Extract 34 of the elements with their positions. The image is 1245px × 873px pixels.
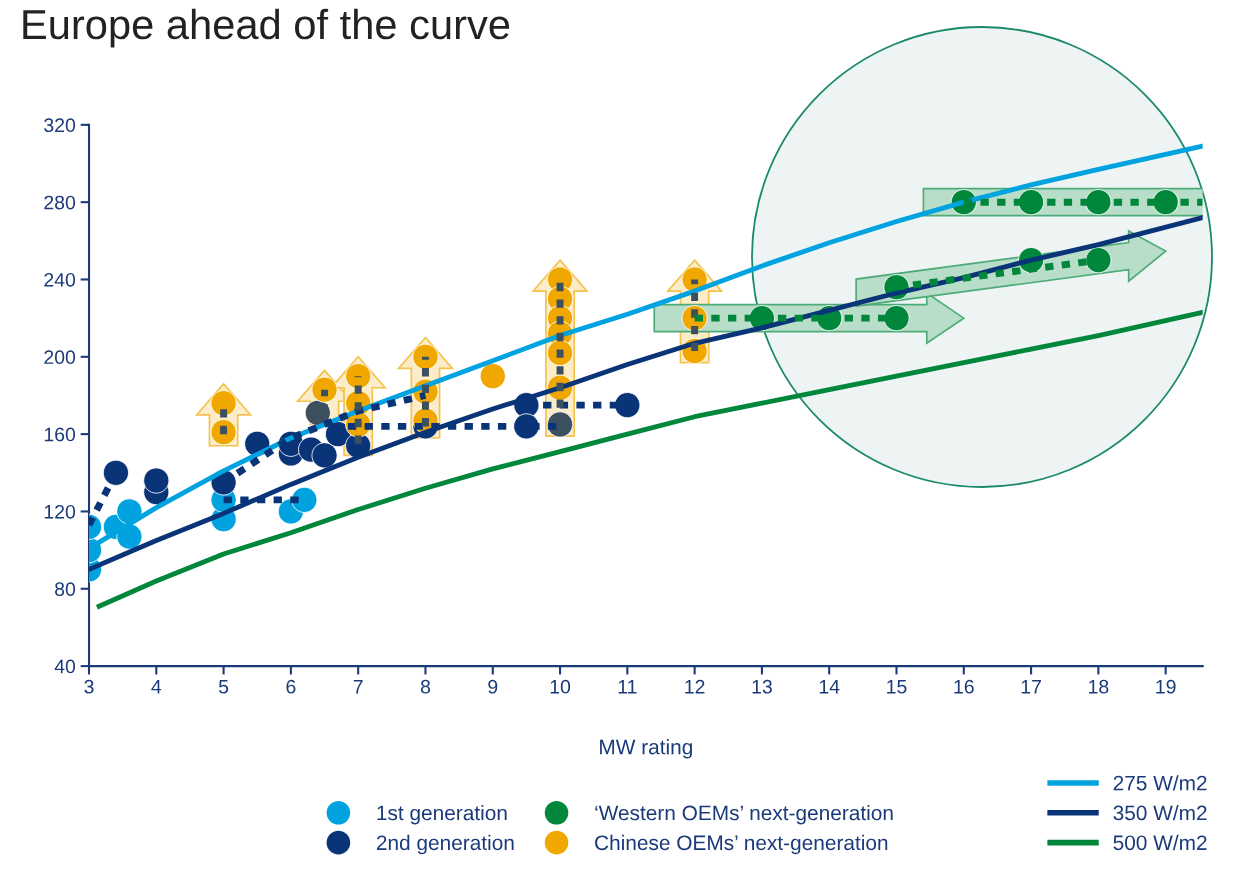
x-tick-label: 17 <box>1021 680 1041 694</box>
x-tick-label: 18 <box>1089 679 1109 694</box>
x-tick-label: 11 <box>618 680 637 694</box>
y-tick-label: 40 <box>54 659 76 674</box>
y-tick-label: 160 <box>44 427 76 442</box>
x-tick-label: 9 <box>488 679 498 694</box>
x-tick-label: 3 <box>84 679 94 694</box>
legend-label: 2nd generation <box>376 834 514 855</box>
y-tick-label: 320 <box>44 118 76 133</box>
legend-label: 500 W/m2 <box>1113 834 1207 851</box>
x-tick-label: 5 <box>218 680 229 694</box>
y-tick-label: 240 <box>44 272 76 287</box>
x-tick-label: 14 <box>819 680 840 694</box>
x-tick-label: 10 <box>550 679 571 694</box>
chart-title: Europe ahead of the curve <box>23 8 510 48</box>
x-tick-label: 7 <box>353 680 363 694</box>
x-tick-label: 6 <box>286 679 296 694</box>
x-tick-label: 4 <box>151 680 162 694</box>
x-tick-label: 8 <box>420 679 431 694</box>
x-tick-label: 16 <box>954 679 974 694</box>
legend-label: 275 W/m2 <box>1113 775 1207 791</box>
x-tick-label: 12 <box>685 679 705 694</box>
legend-label: ‘Western OEMs’ next-generation <box>595 804 893 825</box>
legend-label: Chinese OEMs’ next-generation <box>595 834 888 855</box>
y-tick-label: 120 <box>44 504 76 519</box>
y-tick-label: 200 <box>44 350 76 365</box>
x-tick-label: 15 <box>887 680 907 694</box>
legend-label: 1st generation <box>377 804 507 825</box>
x-axis-title: MW rating <box>600 739 692 759</box>
x-tick-label: 19 <box>1156 679 1176 694</box>
legend-label: 350 W/m2 <box>1113 804 1207 821</box>
y-tick-label: 280 <box>44 195 76 210</box>
y-tick-label: 80 <box>55 582 76 597</box>
x-tick-label: 13 <box>752 679 772 694</box>
